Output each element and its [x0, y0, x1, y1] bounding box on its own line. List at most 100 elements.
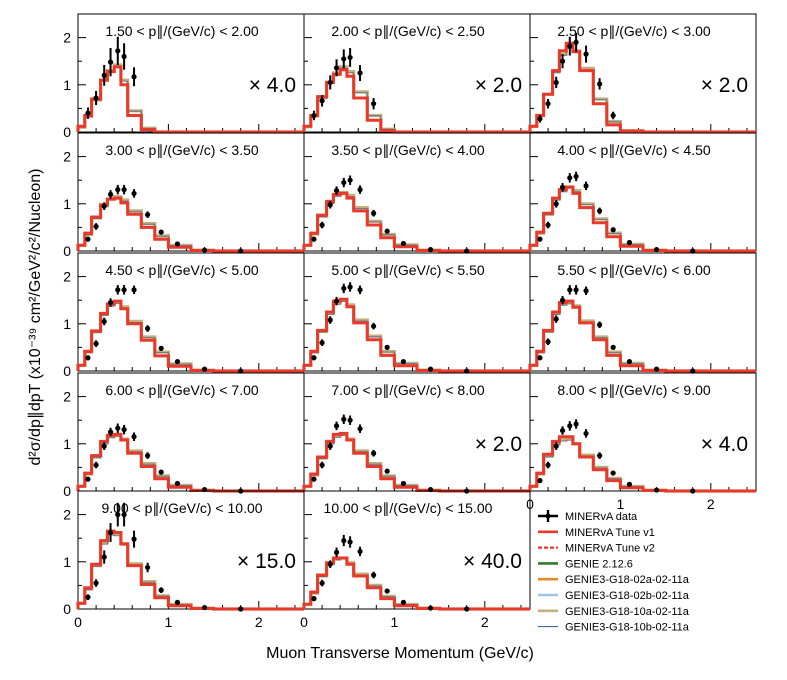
data-point [690, 248, 696, 254]
data-point [573, 421, 579, 427]
panel: 0 1 2 4.50 < p∥/(GeV/c) < 5.00 [63, 252, 305, 379]
data-point [559, 184, 566, 190]
legend: MINERvA data MINERvA Tune v1 MINERvA Tune … [538, 510, 690, 634]
tune-v1-step-series [76, 196, 304, 253]
data-point [93, 341, 99, 347]
data-point [347, 177, 353, 183]
data-point [610, 112, 616, 119]
y-tick-label: 1 [63, 77, 71, 93]
panel-title: 9.00 < p∥/(GeV/c) < 10.00 [101, 500, 262, 516]
data-point [545, 222, 551, 228]
panel: 2.50 < p∥/(GeV/c) < 3.00 × 2.0 [528, 13, 757, 134]
panel-scale-label: × 15.0 [237, 550, 296, 573]
genie-blue-step-series [77, 197, 304, 252]
data-point [464, 368, 470, 374]
data-point [93, 223, 99, 230]
data-point [597, 453, 603, 459]
data-point [238, 248, 244, 254]
data-point [464, 248, 470, 254]
data-point [537, 236, 543, 242]
data-point [597, 322, 603, 328]
panel: 7.00 < p∥/(GeV/c) < 8.00 × 2.0 [302, 372, 531, 494]
legend-label: MINERvA Tune v2 [565, 543, 655, 555]
data-point [174, 241, 181, 247]
data-point [131, 536, 137, 542]
tune-v1-step-series [528, 435, 756, 493]
x-tick-label: 2 [481, 614, 489, 630]
tune-v1-step-series [302, 556, 530, 611]
data-point [690, 368, 696, 374]
data-point [537, 116, 543, 122]
tune-v1-step-series [302, 431, 530, 493]
data-point [537, 478, 543, 484]
data-point [626, 239, 633, 246]
panel-scale-label: × 4.0 [701, 433, 748, 456]
data-point [85, 594, 91, 600]
data-point [573, 287, 579, 293]
panel-title: 2.00 < p∥/(GeV/c) < 2.50 [331, 23, 485, 39]
panel-title: 2.50 < p∥/(GeV/c) < 3.00 [557, 23, 711, 39]
data-point [653, 487, 660, 493]
data-point [400, 240, 407, 247]
data-point [145, 325, 151, 332]
data-point [174, 358, 181, 365]
data-point [121, 53, 127, 60]
panel: 0 1 2 6.00 < p∥/(GeV/c) < 7.00 [63, 372, 305, 499]
panel-title: 7.00 < p∥/(GeV/c) < 8.00 [331, 382, 485, 398]
panel: 5.00 < p∥/(GeV/c) < 5.50 [302, 252, 531, 374]
data-point [464, 606, 470, 612]
panel-scale-label: × 2.0 [475, 433, 522, 456]
data-point [174, 480, 181, 487]
data-point [545, 339, 551, 345]
data-point [327, 79, 333, 86]
panel-title: 3.50 < p∥/(GeV/c) < 4.00 [331, 142, 485, 158]
data-point [333, 423, 340, 429]
data-point [371, 572, 377, 578]
data-point [553, 316, 559, 322]
data-point [158, 345, 164, 351]
data-point [545, 101, 551, 107]
data-point [107, 191, 114, 197]
data-point [85, 110, 91, 116]
data-point [347, 539, 353, 545]
legend-swatch-data-point [545, 513, 551, 519]
y-tick-label: 2 [63, 30, 71, 46]
data-point [553, 201, 559, 207]
data-point [341, 285, 347, 291]
panel-title: 1.50 < p∥/(GeV/c) < 2.00 [105, 23, 259, 39]
tune-v1-step-series [528, 41, 756, 134]
panel: 0 1 2 3.00 < p∥/(GeV/c) < 3.50 [63, 132, 305, 259]
data-point [653, 366, 660, 372]
y-tick-label: 1 [63, 196, 71, 212]
data-point [567, 43, 573, 49]
data-point [115, 187, 121, 193]
data-point [553, 443, 559, 449]
y-tick-label: 1 [63, 554, 71, 570]
data-point [101, 554, 107, 560]
data-point [311, 596, 317, 602]
data-point [567, 423, 573, 429]
data-point [115, 287, 121, 293]
data-point [384, 588, 390, 594]
y-tick-label: 0 [63, 601, 71, 617]
data-point [319, 340, 325, 346]
data-point [583, 51, 589, 57]
data-point [311, 355, 317, 361]
data-point [327, 202, 333, 208]
data-point [121, 187, 127, 193]
panel: 0 1 28.00 < p∥/(GeV/c) < 9.00× 4.0 [526, 372, 757, 512]
genie-step-series [528, 185, 756, 253]
data-point [319, 580, 325, 586]
tune-v1-step-series [302, 297, 530, 373]
data-point [115, 425, 121, 431]
data-point [347, 417, 353, 423]
genie-blue-step-series [529, 187, 756, 252]
data-point [371, 210, 377, 216]
data-point [400, 358, 407, 365]
data-point [238, 368, 244, 374]
legend-label: GENIE 2.12.6 [565, 558, 633, 570]
data-point [158, 587, 164, 593]
panel-title: 4.50 < p∥/(GeV/c) < 5.00 [105, 262, 259, 278]
x-tick-label: 1 [391, 614, 399, 630]
